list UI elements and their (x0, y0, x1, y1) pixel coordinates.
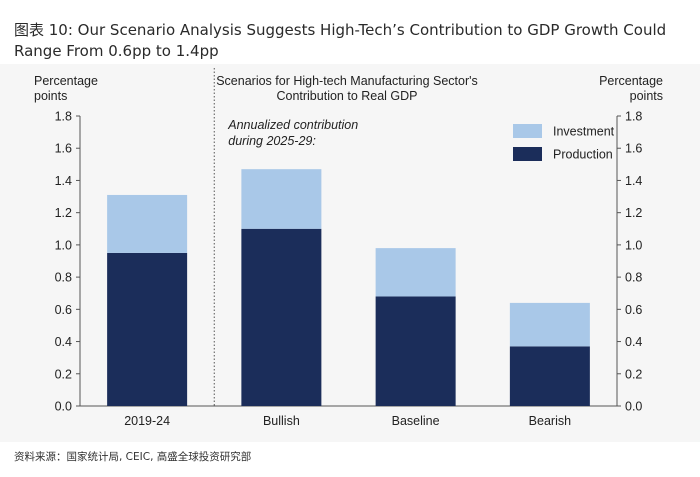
y-tick-label-right: 0.0 (625, 400, 642, 414)
bar-investment-Bearish (509, 302, 590, 347)
y-tick-label-right: 1.2 (625, 206, 642, 220)
bar-investment-Bullish (241, 169, 322, 229)
y-tick-label-left: 1.8 (55, 110, 72, 124)
chart-panel: 0.0 0.0 0.2 0.2 0.4 0.4 0.6 0.6 0.8 0.8 1.0 1.0 1.2 1… (0, 64, 700, 442)
source-note: 资料来源：国家统计局, CEIC, 高盛全球投资研究部 (14, 451, 252, 463)
y-tick-label-right: 0.2 (625, 367, 642, 381)
y-tick-label-left: 0.0 (55, 400, 72, 414)
y-tick-label-left: 1.4 (55, 174, 72, 188)
bar-production-2019-24 (107, 252, 188, 406)
chart-subtitle-line2: Contribution to Real GDP (276, 89, 417, 103)
bar-production-Bearish (509, 346, 590, 406)
legend-label-production: Production (553, 148, 613, 162)
y-tick-label-left: 1.6 (55, 142, 72, 156)
y-axis-title-left-line2: points (34, 89, 67, 103)
x-tick-label-2019-24: 2019-24 (124, 414, 170, 428)
y-tick-label-left: 0.6 (55, 303, 72, 317)
y-tick-label-left: 0.4 (55, 335, 72, 349)
y-tick-label-right: 1.4 (625, 174, 642, 188)
y-tick-label-left: 0.8 (55, 271, 72, 285)
y-tick-label-left: 0.2 (55, 367, 72, 381)
stacked-bar-chart: 0.0 0.0 0.2 0.2 0.4 0.4 0.6 0.6 0.8 0.8 1.0 1.0 1.2 1… (34, 68, 663, 428)
y-tick-label-right: 1.8 (625, 110, 642, 124)
y-tick-label-left: 1.0 (55, 238, 72, 252)
legend-swatch-production (513, 147, 542, 161)
y-axis-title-left-line1: Percentage (34, 74, 98, 88)
annotation-line1: Annualized contribution (227, 118, 358, 132)
annotation-line2: during 2025-29: (228, 134, 316, 148)
bar-production-Baseline (375, 296, 456, 406)
x-tick-label-Baseline: Baseline (392, 414, 440, 428)
y-tick-label-right: 1.6 (625, 142, 642, 156)
legend-label-investment: Investment (553, 125, 615, 139)
figure-title: 图表 10: Our Scenario Analysis Suggests Hi… (14, 21, 667, 60)
chart-subtitle-line1: Scenarios for High-tech Manufacturing Se… (216, 74, 478, 88)
y-tick-label-right: 0.6 (625, 303, 642, 317)
bar-production-Bullish (241, 228, 322, 406)
legend-swatch-investment (513, 124, 542, 138)
x-tick-label-Bearish: Bearish (529, 414, 571, 428)
x-tick-label-Bullish: Bullish (263, 414, 300, 428)
y-tick-label-left: 1.2 (55, 206, 72, 220)
bar-investment-2019-24 (107, 194, 188, 253)
bar-investment-Baseline (375, 248, 456, 297)
y-tick-label-right: 0.4 (625, 335, 642, 349)
y-axis-title-right-line1: Percentage (599, 74, 663, 88)
y-axis-title-right-line2: points (630, 89, 663, 103)
y-tick-label-right: 0.8 (625, 271, 642, 285)
y-tick-label-right: 1.0 (625, 238, 642, 252)
